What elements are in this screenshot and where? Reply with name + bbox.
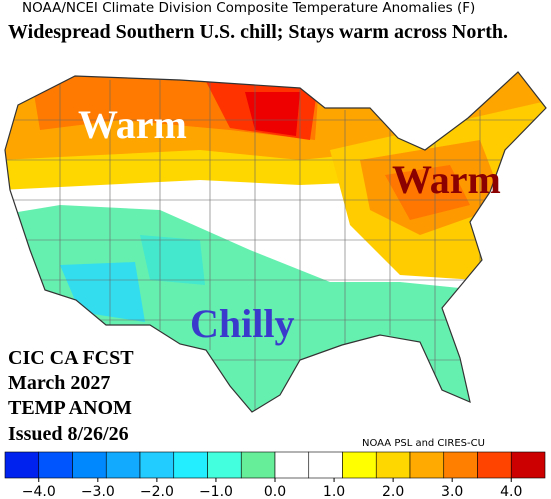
colorbar-swatch xyxy=(342,451,377,479)
colorbar-label: 2.0 xyxy=(382,484,404,499)
colorbar-label: 0.0 xyxy=(264,484,286,499)
colorbar-swatch xyxy=(375,451,411,479)
us-outline xyxy=(4,71,547,413)
colorbar-swatch xyxy=(72,451,107,479)
colorbar: −4.0 −3.0 −2.0 −1.0 0.0 1.0 2.0 3.0 4.0 xyxy=(4,451,546,499)
colorbar-swatch xyxy=(207,451,242,479)
colorbar-label: −4.0 xyxy=(22,484,56,499)
colorbar-swatch xyxy=(308,451,343,479)
credit: NOAA PSL and CIRES-CU xyxy=(362,438,485,449)
map-label: Warm xyxy=(392,157,501,202)
division-lines xyxy=(5,78,546,410)
colorbar-label: 3.0 xyxy=(441,484,463,499)
colorbar-swatch xyxy=(139,451,175,479)
colorbar-swatch xyxy=(173,451,208,479)
map-label: Warm xyxy=(78,102,187,147)
info-line: CIC CA FCST xyxy=(8,347,134,369)
colorbar-swatch xyxy=(38,451,73,479)
colorbar-swatch xyxy=(274,451,310,479)
colorbar-swatch xyxy=(4,451,40,479)
info-line: March 2027 xyxy=(8,372,110,394)
colorbar-label: 4.0 xyxy=(500,484,522,499)
map-title: NOAA/NCEI Climate Division Composite Tem… xyxy=(22,0,476,16)
colorbar-label: 1.0 xyxy=(323,484,345,499)
colorbar-swatch xyxy=(510,451,546,479)
map-label: Chilly xyxy=(190,301,294,346)
colorbar-swatch xyxy=(477,451,512,479)
info-line: TEMP ANOM xyxy=(8,397,132,419)
colorbar-label: −3.0 xyxy=(81,484,115,499)
colorbar-swatch xyxy=(105,451,141,479)
colorbar-swatch xyxy=(409,451,445,479)
colorbar-swatch xyxy=(443,451,478,479)
info-line: Issued 8/26/26 xyxy=(8,423,129,445)
headline: Widespread Southern U.S. chill; Stays wa… xyxy=(8,21,509,43)
colorbar-label: −2.0 xyxy=(140,484,174,499)
colorbar-swatch xyxy=(240,451,276,479)
colorbar-label: −1.0 xyxy=(199,484,233,499)
